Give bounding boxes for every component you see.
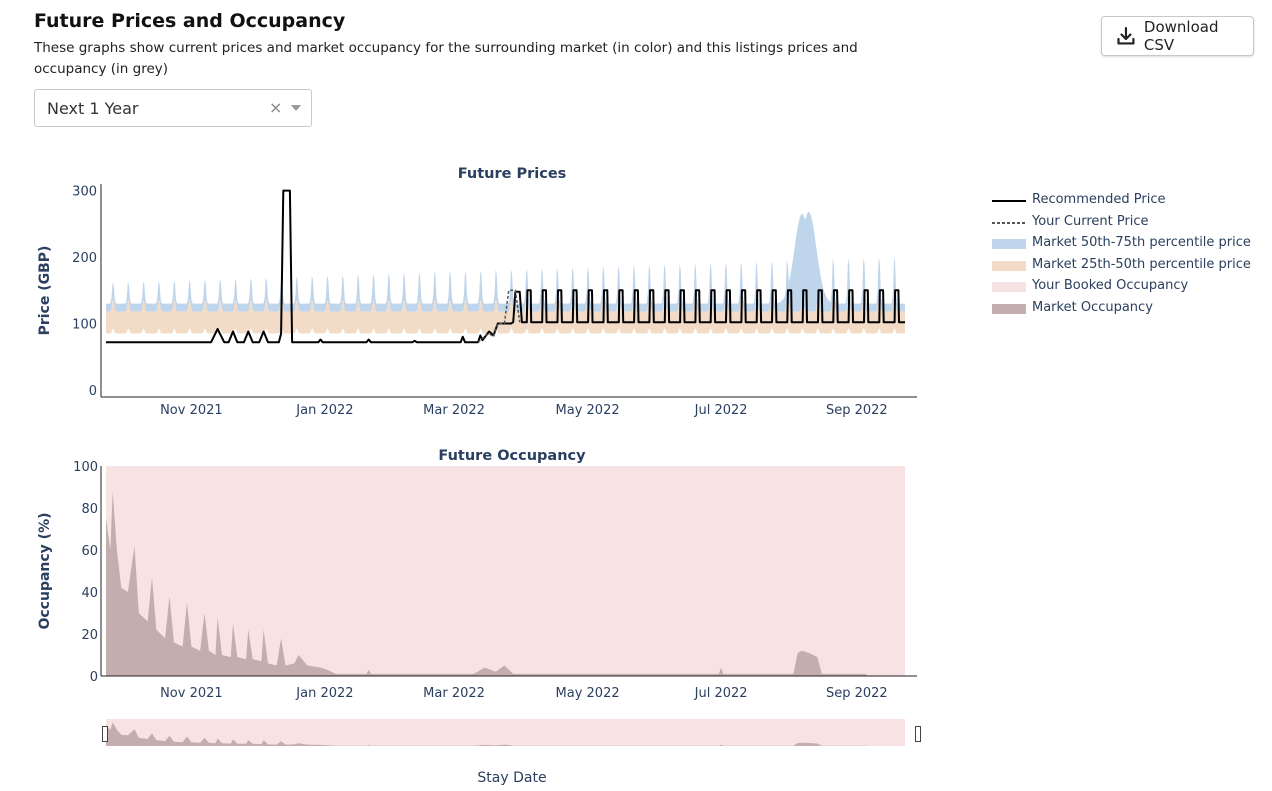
page-description: These graphs show current prices and mar… (34, 40, 858, 77)
legend-label: Market 50th-75th percentile price (1032, 235, 1251, 250)
occupancy-y-tick-label: 40 (81, 586, 98, 601)
occupancy-y-tick-label: 80 (81, 502, 98, 517)
x-axis-title-stay-date: Stay Date (477, 770, 546, 786)
page-title: Future Prices and Occupancy (34, 10, 346, 32)
area-booked-occupancy (106, 466, 905, 676)
legend-swatch (992, 239, 1026, 249)
legend-label: Recommended Price (1032, 192, 1166, 207)
legend-label: Your Booked Occupancy (1032, 278, 1189, 293)
occupancy-y-tick-label: 100 (73, 460, 98, 475)
occupancy-x-tick-label: Sep 2022 (826, 686, 888, 701)
legend-swatch (992, 221, 1026, 224)
price-x-tick-label: Mar 2022 (423, 403, 485, 418)
legend-label: Market 25th-50th percentile price (1032, 256, 1251, 272)
occupancy-chart-title: Future Occupancy (438, 448, 586, 464)
occupancy-y-axis-label: Occupancy (%) (37, 512, 53, 629)
price-x-tick-label: Sep 2022 (826, 403, 888, 418)
range-slider-left-handle[interactable] (102, 726, 108, 742)
occupancy-y-tick-label: 20 (81, 628, 98, 643)
period-select-value: Next 1 Year (47, 99, 139, 118)
price-chart-title: Future Prices (458, 166, 567, 182)
occupancy-x-tick-label: Nov 2021 (160, 686, 223, 701)
price-y-tick-label: 200 (72, 251, 97, 266)
occupancy-x-tick-label: Mar 2022 (423, 686, 485, 701)
chevron-down-icon[interactable] (291, 105, 301, 111)
range-slider-right-handle[interactable] (915, 726, 921, 742)
price-x-tick-label: Jul 2022 (694, 403, 748, 418)
legend-swatch (992, 200, 1026, 202)
range-slider-track[interactable] (106, 719, 905, 746)
download-csv-label: Download CSV (1143, 18, 1219, 54)
legend-swatch (992, 260, 1026, 271)
legend-swatch (992, 303, 1026, 314)
area-market-occupancy (106, 491, 868, 676)
price-x-tick-label: Nov 2021 (160, 403, 223, 418)
download-icon (1117, 26, 1135, 45)
range-slider-preview (106, 722, 868, 746)
occupancy-x-tick-label: Jan 2022 (295, 686, 353, 701)
occupancy-x-tick-label: May 2022 (556, 686, 620, 701)
period-select[interactable]: Next 1 Year × (34, 89, 312, 127)
line-recommended-price (106, 189, 906, 344)
legend-swatch (992, 282, 1026, 292)
occupancy-x-tick-label: Jul 2022 (694, 686, 748, 701)
price-y-tick-label: 100 (72, 318, 97, 333)
legend-label: Market Occupancy (1032, 299, 1153, 315)
legend-label: Your Current Price (1032, 213, 1149, 229)
occupancy-y-tick-label: 0 (90, 670, 98, 685)
band-market-50-75 (106, 211, 905, 312)
price-y-tick-label: 300 (72, 185, 97, 200)
price-y-tick-label: 0 (89, 384, 97, 399)
price-x-tick-label: May 2022 (556, 403, 620, 418)
price-y-axis-label: Price (GBP) (37, 246, 53, 336)
price-x-tick-label: Jan 2022 (295, 403, 353, 418)
occupancy-y-tick-label: 60 (81, 544, 98, 559)
download-csv-button[interactable]: Download CSV (1101, 16, 1254, 56)
clear-icon[interactable]: × (269, 98, 283, 117)
